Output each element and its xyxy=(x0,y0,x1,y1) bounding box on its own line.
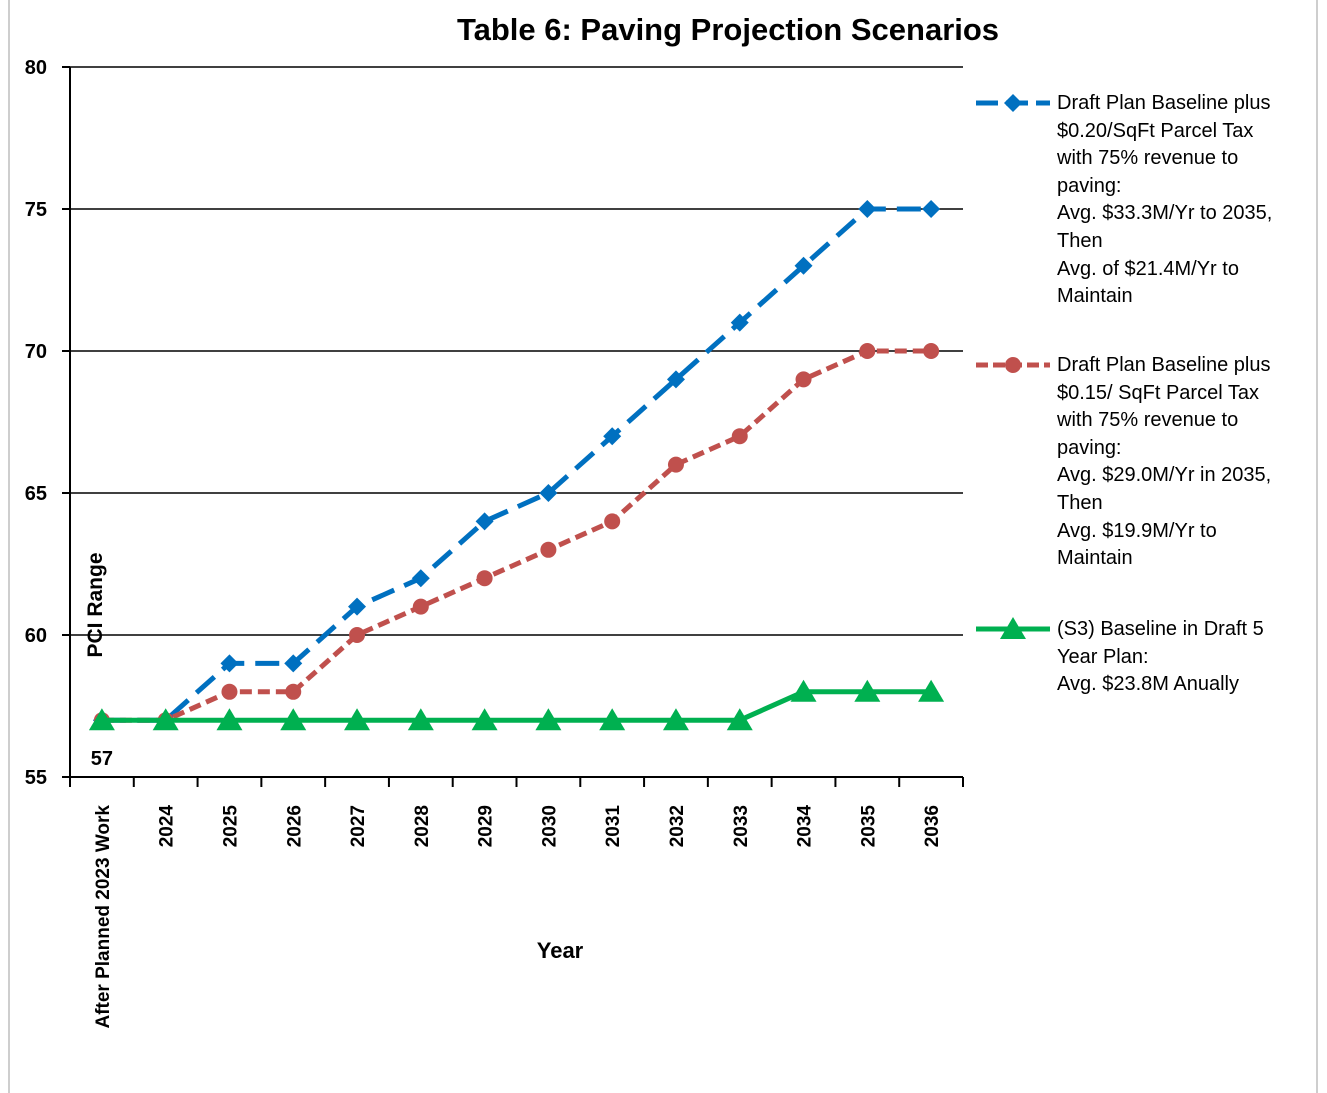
point-marker xyxy=(216,708,243,731)
y-tick-label: 60 xyxy=(25,625,47,647)
point-marker xyxy=(922,200,941,218)
point-marker xyxy=(475,512,494,531)
point-marker xyxy=(858,200,877,218)
x-tick-label: 2028 xyxy=(412,805,433,847)
y-tick-label: 55 xyxy=(25,767,47,789)
point-marker xyxy=(1000,617,1026,639)
point-marker xyxy=(603,427,622,446)
point-marker xyxy=(535,708,562,731)
x-tick-label: 2030 xyxy=(539,805,560,847)
legend-label: Draft Plan Baseline plus $0.20/SqFt Parc… xyxy=(1057,92,1273,308)
point-marker xyxy=(411,569,430,588)
point-marker xyxy=(666,370,685,389)
point-marker xyxy=(540,541,557,558)
point-marker xyxy=(795,371,812,388)
point-marker xyxy=(220,654,239,673)
point-marker xyxy=(604,513,621,530)
y-tick-label: 75 xyxy=(25,199,47,221)
point-marker xyxy=(221,683,238,700)
y-axis-title: PCI Range xyxy=(84,552,107,657)
legend-label: Draft Plan Baseline plus $0.15/ SqFt Par… xyxy=(1057,354,1272,570)
point-marker xyxy=(1005,357,1021,373)
point-marker xyxy=(923,343,940,359)
x-tick-label: 2034 xyxy=(795,805,816,848)
x-tick-label: 2029 xyxy=(476,805,497,847)
chart-title: Table 6: Paving Projection Scenarios xyxy=(457,12,999,47)
point-marker xyxy=(284,654,303,673)
point-marker xyxy=(731,428,748,445)
point-marker xyxy=(348,597,367,616)
point-marker xyxy=(726,708,753,731)
point-marker xyxy=(790,679,817,702)
point-marker xyxy=(412,598,429,615)
chart-border xyxy=(8,0,1318,1093)
y-tick-label: 65 xyxy=(25,483,47,505)
point-marker xyxy=(152,708,179,731)
x-tick-label: After Planned 2023 Work xyxy=(93,805,114,1029)
point-marker xyxy=(88,708,115,731)
y-tick-label: 70 xyxy=(25,341,47,363)
point-marker xyxy=(285,683,302,700)
x-tick-label: 2032 xyxy=(667,805,688,847)
point-marker xyxy=(471,708,498,731)
x-axis-title: Year xyxy=(537,938,584,963)
y-tick-label: 80 xyxy=(25,57,47,79)
x-tick-label: 2031 xyxy=(603,805,624,848)
point-marker xyxy=(662,708,689,731)
x-tick-label: 2026 xyxy=(284,805,305,847)
series-line xyxy=(101,689,932,723)
data-label: 57 xyxy=(91,748,113,770)
x-tick-label: 2025 xyxy=(220,805,241,848)
x-tick-label: 2036 xyxy=(922,805,943,847)
x-tick-label: 2024 xyxy=(157,805,178,848)
series-line xyxy=(101,206,932,723)
point-marker xyxy=(794,256,813,275)
point-marker xyxy=(599,708,626,731)
point-marker xyxy=(349,627,366,643)
point-marker xyxy=(407,708,434,731)
point-marker xyxy=(1004,94,1022,112)
point-marker xyxy=(854,679,881,702)
point-marker xyxy=(918,679,945,702)
point-marker xyxy=(539,484,558,502)
point-marker xyxy=(730,313,749,332)
point-marker xyxy=(859,343,876,359)
point-marker xyxy=(476,570,493,587)
series-line xyxy=(101,348,932,723)
x-tick-label: 2035 xyxy=(858,805,879,848)
point-marker xyxy=(667,456,684,473)
legend-label: (S3) Baseline in Draft 5 Year Plan: Avg.… xyxy=(1057,618,1264,696)
point-marker xyxy=(344,708,371,731)
point-marker xyxy=(280,708,307,731)
x-tick-label: 2033 xyxy=(731,805,752,847)
x-tick-label: 2027 xyxy=(348,805,369,847)
